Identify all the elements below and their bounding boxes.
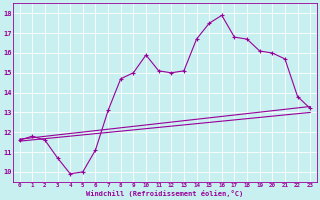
X-axis label: Windchill (Refroidissement éolien,°C): Windchill (Refroidissement éolien,°C): [86, 190, 244, 197]
